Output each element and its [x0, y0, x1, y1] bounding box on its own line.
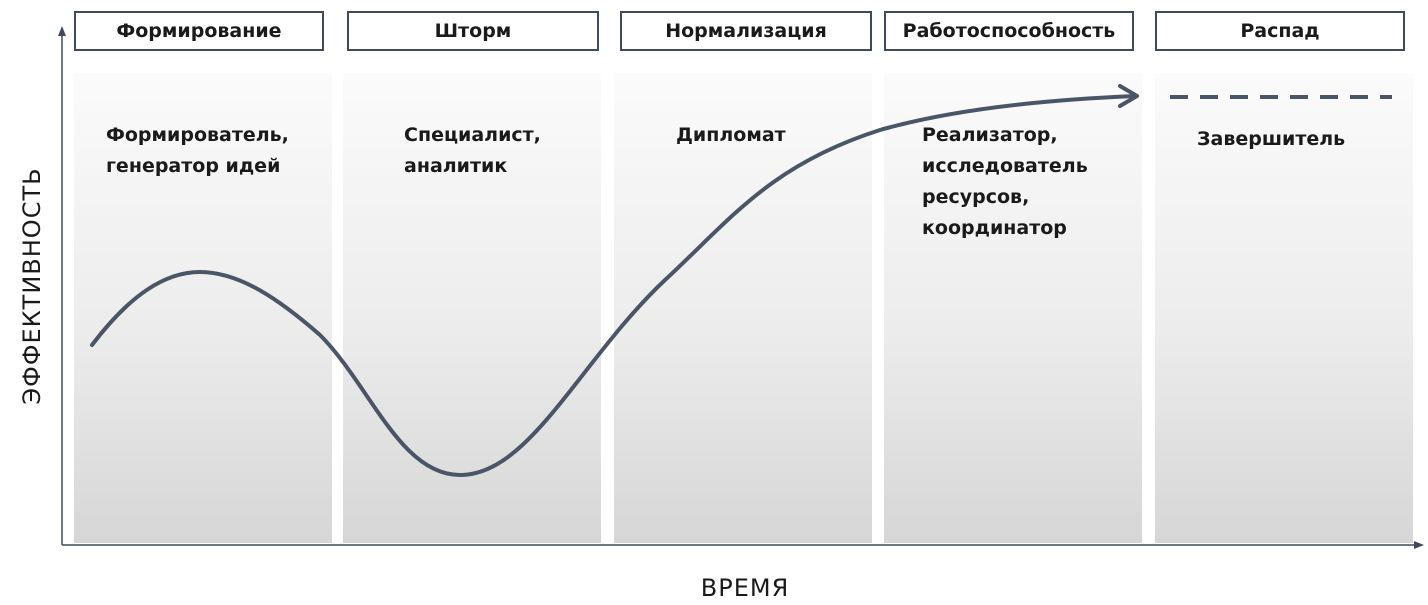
x-axis-label: ВРЕМЯ — [700, 574, 790, 602]
x-axis-arrowhead — [1414, 541, 1424, 549]
stage-column-performing — [884, 73, 1142, 543]
stage-roles-adjourning: Завершитель — [1197, 128, 1346, 150]
y-axis-arrowhead — [58, 26, 66, 36]
stage-header-performing: Работоспособность — [884, 11, 1134, 51]
effectiveness-curve — [90, 94, 1137, 478]
stage-column-storming — [343, 73, 601, 543]
stage-header-forming: Формирование — [74, 11, 324, 51]
stage-roles-norming: Дипломат — [676, 124, 786, 146]
curve-arrowhead-icon — [1118, 84, 1139, 108]
stage-roles-performing: Реализатор, исследователь ресурсов, коор… — [922, 124, 1088, 239]
stage-header-storming: Шторм — [347, 11, 599, 51]
y-axis-label: ЭФФЕКТИВНОСТЬ — [18, 167, 46, 405]
stage-roles-forming: Формирователь, генератор идей — [106, 124, 289, 177]
stage-header-adjourning: Распад — [1155, 11, 1405, 51]
stage-header-norming: Нормализация — [620, 11, 872, 51]
stage-column-adjourning — [1155, 73, 1413, 543]
stage-roles-storming: Специалист, аналитик — [404, 124, 541, 177]
